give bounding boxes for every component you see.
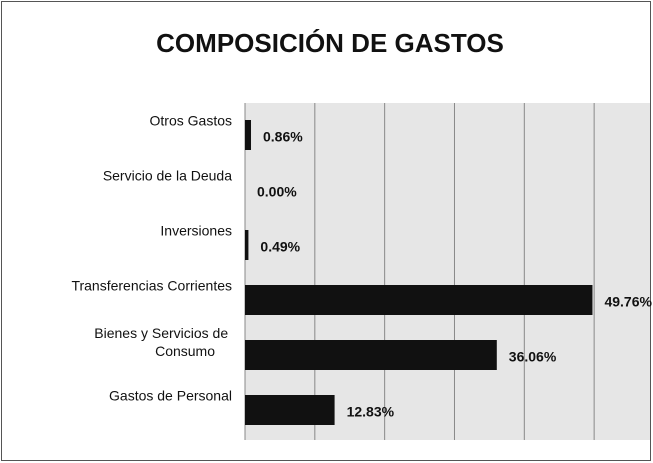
data-label: 0.86% [263, 129, 303, 145]
y-tick-label: Gastos de Personal [109, 388, 232, 404]
chart-title: COMPOSICIÓN DE GASTOS [156, 28, 504, 58]
data-label: 0.00% [257, 184, 297, 200]
bar [245, 395, 335, 425]
y-tick-label: Transferencias Corrientes [71, 278, 232, 294]
y-tick-label: Servicio de la Deuda [103, 168, 232, 184]
bar [245, 230, 249, 260]
data-label: 36.06% [509, 349, 557, 365]
bar [245, 340, 497, 370]
data-label: 49.76% [604, 294, 652, 310]
y-tick-label: Bienes y Servicios de Consumo [94, 325, 232, 359]
y-tick-label: Inversiones [160, 223, 232, 239]
bar [245, 285, 593, 315]
data-label: 0.49% [260, 239, 300, 255]
data-label: 12.83% [347, 404, 395, 420]
y-tick-label: Otros Gastos [150, 113, 232, 129]
bar [245, 120, 252, 150]
plot-area [245, 103, 650, 440]
